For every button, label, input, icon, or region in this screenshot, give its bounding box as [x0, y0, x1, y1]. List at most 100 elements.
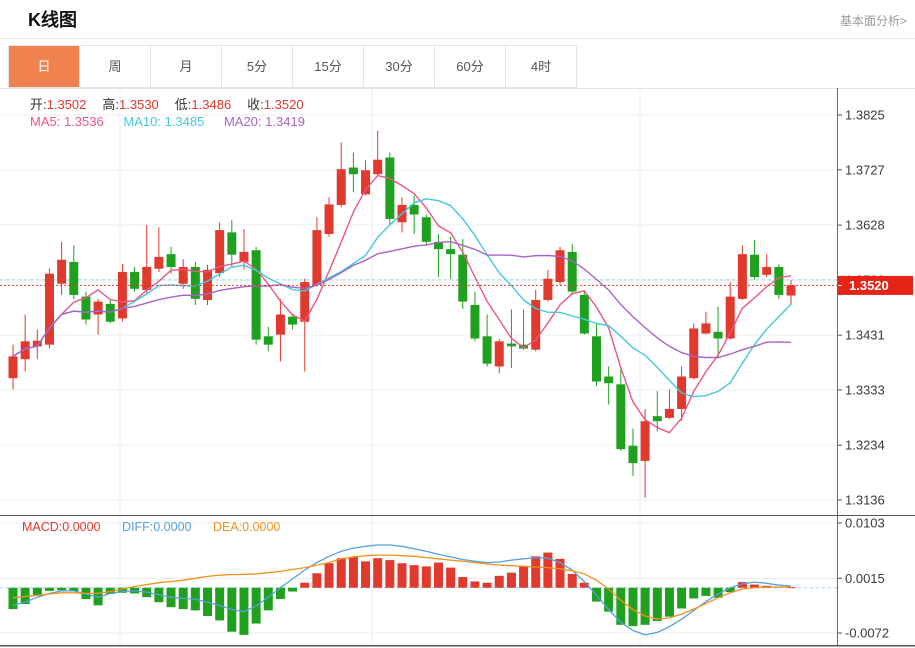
macd-hist-bar-up — [555, 558, 565, 588]
candle-body-up — [142, 266, 152, 290]
low-value: 1.3486 — [191, 97, 232, 112]
candle-body-up — [8, 356, 18, 379]
candle-body-up — [701, 323, 711, 334]
candle-body-down — [421, 217, 431, 242]
low-label: 低: — [174, 97, 192, 112]
tab-30min[interactable]: 30分 — [364, 46, 435, 87]
macd-hist-bar-up — [470, 581, 480, 588]
ma5-line — [12, 174, 792, 434]
macd-hist-bar-up — [750, 584, 760, 588]
candle-body-up — [725, 296, 735, 339]
macd-hist-bar-up — [482, 582, 492, 588]
candle-body-up — [154, 256, 164, 269]
macd-hist-bar-up — [397, 563, 407, 588]
candle-body-up — [531, 299, 541, 350]
candle-body-up — [689, 328, 699, 379]
y-axis-label: 1.3431 — [845, 328, 885, 343]
macd-hist-bar-down — [664, 587, 674, 617]
candle-body-up — [117, 272, 127, 319]
candle-body-down — [348, 167, 358, 175]
candle-body-up — [361, 170, 371, 195]
tab-day[interactable]: 日 — [9, 46, 80, 87]
macd-hist-bar-down — [725, 587, 735, 593]
macd-hist-bar-down — [32, 587, 42, 596]
candle-body-up — [93, 301, 103, 315]
current-price-tag-label: 1.3520 — [849, 278, 889, 293]
diff-line — [12, 544, 792, 636]
candle-body-down — [713, 331, 723, 339]
macd-value: 0.0000 — [62, 520, 101, 534]
macd-hist-bar-down — [57, 587, 67, 591]
candle-body-down — [750, 254, 760, 278]
macd-info: MACD:0.0000 DIFF:0.0000 DEA:0.0000 — [22, 520, 298, 534]
candle-body-up — [373, 159, 383, 175]
y-axis-label: 1.3727 — [845, 162, 885, 177]
candle-body-down — [579, 294, 589, 334]
candle-body-down — [69, 261, 79, 295]
candle-body-up — [178, 266, 188, 284]
macd-hist-bar-up — [324, 563, 334, 588]
candle-body-up — [44, 273, 54, 345]
macd-hist-bar-up — [373, 558, 383, 588]
macd-hist-bar-up — [494, 575, 504, 588]
candle-body-down — [567, 251, 577, 292]
ohlc-info: 开:1.3502 高:1.3530 低:1.3486 收:1.3520 — [30, 94, 320, 113]
candle-body-down — [130, 272, 140, 289]
macd-hist-bar-down — [616, 587, 626, 625]
candle-body-down — [470, 304, 480, 339]
close-value: 1.3520 — [263, 97, 304, 112]
ma-info: MA5: 1.3536 MA10: 1.3485 MA20: 1.3419 — [30, 114, 321, 129]
candle-body-up — [737, 254, 747, 299]
candle-body-down — [652, 416, 662, 422]
macd-hist-bar-up — [385, 560, 395, 588]
candle-body-down — [409, 204, 419, 215]
macd-hist-bar-up — [737, 582, 747, 588]
macd-hist-bar-up — [579, 582, 589, 588]
candle-body-down — [604, 376, 614, 384]
ma20-value: 1.3419 — [265, 114, 305, 129]
macd-hist-bar-up — [433, 562, 443, 588]
high-label: 高: — [102, 97, 120, 112]
macd-axis-label: -0.0072 — [845, 626, 889, 641]
tab-4hour[interactable]: 4时 — [506, 46, 577, 87]
candle-body-up — [275, 314, 285, 335]
fundamental-analysis-link[interactable]: 基本面分析> — [839, 14, 907, 28]
tab-60min[interactable]: 60分 — [435, 46, 506, 87]
header-divider — [0, 38, 915, 39]
candle-body-up — [239, 251, 249, 262]
macd-hist-bar-down — [44, 587, 54, 591]
candle-body-down — [774, 266, 784, 295]
candle-body-up — [300, 282, 310, 322]
open-value: 1.3502 — [46, 97, 87, 112]
open-label: 开: — [30, 97, 47, 112]
tab-15min[interactable]: 15分 — [293, 46, 364, 87]
tab-month[interactable]: 月 — [151, 46, 222, 87]
candle-body-down — [81, 296, 91, 320]
macd-hist-bar-up — [300, 582, 310, 588]
macd-hist-bar-up — [409, 565, 419, 588]
macd-axis-label: 0.0103 — [845, 516, 885, 531]
candle-body-up — [336, 169, 346, 205]
macd-hist-bar-down — [701, 587, 711, 596]
kline-chart-canvas[interactable]: 1.3825 1.3727 1.3628 1.3530 1.3431 1.3333 1.32… — [0, 88, 915, 648]
candle-body-down — [385, 157, 395, 219]
macd-hist-bar-down — [215, 587, 225, 621]
ma5-value: 1.3536 — [63, 114, 104, 129]
macd-hist-bar-down — [8, 587, 18, 610]
macd-hist-bar-up — [421, 566, 431, 588]
macd-hist-bar-up — [506, 572, 516, 588]
candle-body-down — [519, 344, 529, 349]
macd-hist-bar-down — [263, 587, 273, 611]
macd-hist-bar-up — [312, 573, 322, 588]
tab-week[interactable]: 周 — [80, 46, 151, 87]
y-axis-label: 1.3136 — [845, 493, 885, 508]
y-axis-label: 1.3234 — [845, 438, 885, 453]
candle-body-up — [57, 259, 67, 284]
candle-body-up — [786, 285, 796, 296]
tab-5min[interactable]: 5分 — [222, 46, 293, 87]
candle-body-up — [543, 278, 553, 300]
high-value: 1.3530 — [119, 97, 159, 112]
candle-body-down — [628, 445, 638, 464]
y-axis-label: 1.3333 — [845, 382, 885, 397]
candle-body-up — [20, 341, 30, 360]
